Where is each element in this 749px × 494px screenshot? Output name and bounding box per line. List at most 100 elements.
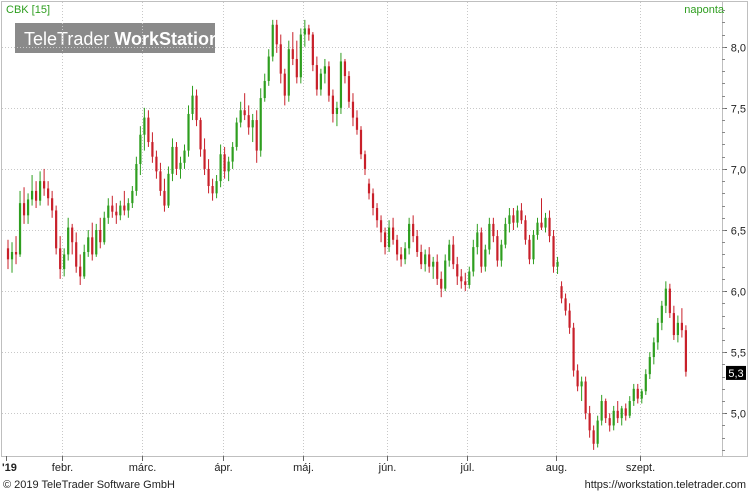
candle (83, 244, 86, 279)
candle-body (628, 401, 631, 416)
candle (379, 215, 383, 243)
symbol-label: CBK [15] (6, 4, 50, 16)
candle (572, 322, 575, 377)
candle (532, 230, 535, 265)
candle (375, 203, 379, 228)
candle (155, 150, 158, 179)
candle (548, 210, 551, 243)
candle (588, 405, 591, 438)
candle (608, 413, 611, 432)
candle-body (87, 237, 90, 252)
candle-body (95, 230, 98, 255)
candle (564, 293, 567, 316)
candle (251, 113, 254, 143)
candle-body (335, 107, 339, 114)
candle (235, 117, 238, 151)
candle (179, 156, 182, 179)
y-tick-label: 8,0 (731, 43, 746, 55)
y-tick-label: 6,0 (731, 287, 746, 299)
candle-body (227, 161, 230, 172)
candle (508, 208, 511, 233)
candle-body (359, 129, 363, 155)
candle (436, 254, 439, 285)
candle-body (183, 150, 186, 163)
source-url[interactable]: https://workstation.teletrader.com (584, 479, 746, 491)
candle-body (456, 264, 459, 277)
y-tick-label: 7,5 (731, 104, 746, 116)
candle (496, 230, 499, 267)
candle (331, 89, 335, 123)
candle (215, 175, 218, 199)
candle (612, 405, 615, 431)
candle-body (203, 149, 206, 169)
candle-body (231, 146, 234, 162)
candle-body (219, 154, 222, 182)
candle-body (608, 418, 611, 426)
candle-body (512, 215, 515, 223)
candle (47, 181, 50, 206)
candle-body (464, 281, 467, 285)
x-tick-label: '19 (2, 462, 17, 474)
candle-body (576, 370, 579, 387)
x-tick-label: febr. (52, 462, 73, 474)
candle-body (119, 205, 122, 216)
candle-body (163, 190, 166, 206)
candle (488, 217, 491, 255)
candle-body (652, 342, 655, 358)
x-tick-label: máj. (293, 462, 314, 474)
candle-body (71, 227, 74, 243)
candle (440, 271, 443, 298)
candle (34, 181, 38, 209)
candle (43, 168, 46, 196)
candle (404, 242, 407, 265)
candle-body (111, 205, 114, 212)
candle (536, 217, 539, 240)
candle-body (295, 58, 298, 78)
candle-body (644, 374, 647, 392)
candle-body (472, 247, 475, 272)
candle-body (656, 322, 659, 343)
candle-body (548, 217, 551, 237)
candle-body (331, 95, 335, 114)
stock-chart: CBK [15] naponta TeleTrader WorkStation … (1, 1, 748, 474)
candle (596, 415, 599, 448)
candle (400, 247, 403, 267)
candle-body (123, 205, 126, 211)
candle-body (636, 388, 639, 399)
candle-body (251, 120, 254, 128)
candle-body (367, 183, 371, 194)
candle (14, 236, 18, 265)
candle-body (283, 73, 286, 96)
candle (636, 383, 639, 404)
candle-body (143, 117, 146, 135)
candle (367, 178, 371, 200)
candle-body (67, 227, 70, 255)
candle (30, 175, 34, 206)
candle (383, 227, 387, 255)
candle-body (263, 80, 266, 99)
candle (191, 85, 194, 121)
candle (387, 220, 391, 252)
candle-body (412, 223, 415, 237)
candle-body (291, 49, 294, 59)
candle-body (43, 181, 46, 189)
candle (359, 126, 363, 160)
y-tick-label: 6,5 (731, 226, 746, 238)
candle-body (91, 237, 94, 255)
candle (672, 305, 675, 340)
candle (391, 217, 395, 245)
candle-body (99, 230, 102, 243)
watermark-light-text: TeleTrader (24, 29, 114, 49)
candle-body (600, 401, 603, 421)
copyright-text: © 2019 TeleTrader Software GmbH (3, 479, 175, 491)
candle-body (195, 95, 198, 121)
candle-body (484, 249, 487, 267)
candle (55, 205, 58, 255)
candle (680, 308, 683, 338)
x-axis: '19 febr. márc. ápr. máj. jún. júl. aug. szept. (2, 456, 655, 474)
candle-body (323, 66, 326, 74)
candle (123, 190, 126, 216)
candle-body (400, 254, 403, 260)
candle (504, 217, 507, 249)
candle (480, 227, 483, 273)
